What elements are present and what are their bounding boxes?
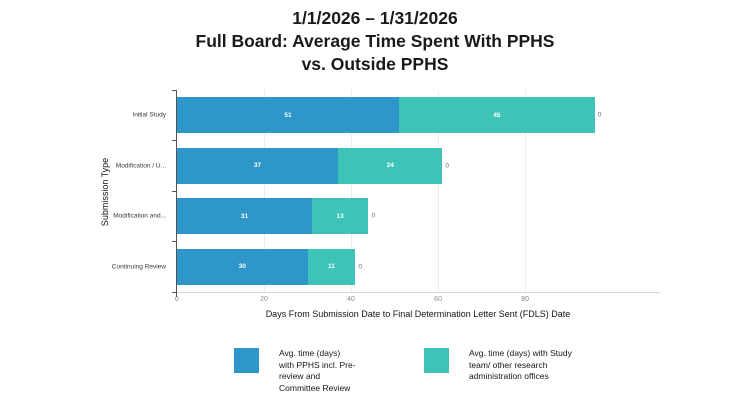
bar-segment-study-team: 45 — [398, 97, 595, 134]
y-category-label: Continuing Review — [111, 263, 166, 271]
x-axis-title: Days From Submission Date to Final Deter… — [265, 309, 571, 319]
bar-value-label: 11 — [328, 263, 335, 271]
x-tick-label: 80 — [521, 296, 529, 303]
bar-end-label: 0 — [445, 162, 450, 170]
x-tick-label: 0 — [175, 296, 179, 303]
legend-swatch — [234, 348, 259, 373]
bar-end-label: 0 — [371, 212, 376, 220]
y-category-labels: Initial Study Modification / U... Modifica… — [0, 90, 170, 293]
legend-label-study-team: Avg. time (days) with Study team/ other … — [469, 348, 572, 381]
bar-value-label: 45 — [493, 111, 501, 119]
plot-area: 0 20 40 60 80 51 45 0 37 24 0 31 13 0 30 11 0 — [172, 89, 660, 303]
gridline — [525, 90, 527, 292]
y-axis-tick — [172, 89, 177, 91]
x-tick-label: 40 — [347, 296, 355, 303]
bar-value-label: 31 — [240, 212, 249, 220]
bar-segment-pphs: 37 — [177, 147, 338, 184]
title-main: Full Board: Average Time Spent With PPHS — [195, 31, 555, 51]
y-category-label: Modification / U... — [115, 162, 166, 170]
legend-item-study-team: Avg. time (days) with Study team/ other … — [424, 348, 572, 383]
bar-value-label: 51 — [284, 111, 292, 119]
gridline — [438, 90, 440, 292]
bar-segment-study-team: 24 — [337, 147, 443, 184]
bar-value-label: 24 — [386, 162, 394, 170]
y-axis-tick — [172, 190, 177, 192]
bar-value-label: 37 — [253, 162, 262, 170]
legend: Avg. time (days) with PPHS incl. Pre- re… — [0, 348, 750, 400]
y-axis-tick — [172, 140, 177, 141]
bar-segment-pphs: 31 — [177, 198, 312, 235]
title-date-range: 1/1/2026 – 1/31/2026 — [292, 8, 458, 28]
bar-segment-pphs: 51 — [177, 97, 399, 134]
chart-title: 1/1/2026 – 1/31/2026 Full Board: Average… — [0, 7, 750, 76]
y-category-label: Initial Study — [132, 111, 166, 119]
gridline — [351, 90, 353, 292]
legend-item-pphs: Avg. time (days) with PPHS incl. Pre- re… — [234, 348, 356, 394]
bar-segment-study-team: 13 — [311, 198, 369, 235]
bar-end-label: 0 — [597, 111, 602, 119]
y-axis-tick — [172, 241, 177, 242]
x-axis-tick — [176, 292, 177, 297]
gridline — [264, 90, 266, 292]
y-axis-tick — [172, 291, 177, 293]
title-sub: vs. Outside PPHS — [301, 54, 449, 74]
x-tick-label: 60 — [434, 296, 442, 303]
bar-segment-pphs: 30 — [177, 248, 308, 285]
y-category-label: Modification and... — [113, 212, 166, 220]
bar-segment-study-team: 11 — [307, 248, 356, 285]
legend-swatch — [424, 348, 449, 373]
legend-label-pphs: Avg. time (days) with PPHS incl. Pre- re… — [279, 348, 356, 393]
x-tick-label: 20 — [260, 296, 268, 303]
bar-value-label: 13 — [336, 212, 344, 220]
bar-end-label: 0 — [358, 263, 363, 271]
bar-value-label: 30 — [238, 263, 246, 271]
